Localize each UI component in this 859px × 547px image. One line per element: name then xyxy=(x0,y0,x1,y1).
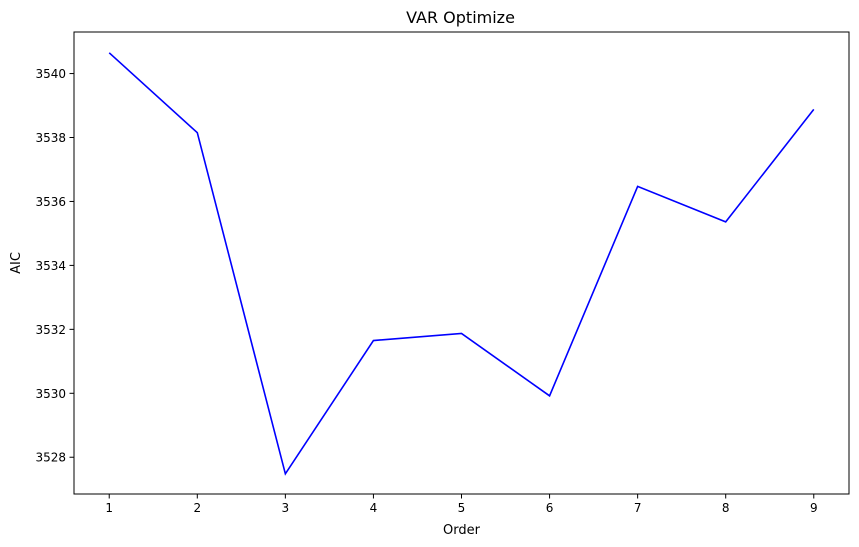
y-tick-label: 3540 xyxy=(35,67,66,81)
x-tick-label: 6 xyxy=(546,501,554,515)
y-tick-label: 3536 xyxy=(35,195,66,209)
plot-area: 1 2 3 4 5 6 7 8 9 3528 3530 3532 3534 3536 3538 3540 xyxy=(35,31,850,515)
y-tick-label: 3530 xyxy=(35,387,66,401)
y-tick-label: 3532 xyxy=(35,323,66,337)
y-axis: 3528 3530 3532 3534 3536 3538 3540 xyxy=(35,67,74,465)
x-tick-label: 9 xyxy=(810,501,818,515)
chart-title: VAR Optimize xyxy=(406,8,515,27)
x-tick-label: 5 xyxy=(458,501,466,515)
plot-frame xyxy=(73,31,850,495)
x-tick-label: 3 xyxy=(282,501,290,515)
y-tick-label: 3534 xyxy=(35,259,66,273)
y-axis-label: AIC xyxy=(9,252,24,274)
x-tick-label: 4 xyxy=(370,501,378,515)
x-tick-label: 7 xyxy=(634,501,642,515)
x-tick-label: 8 xyxy=(722,501,730,515)
x-axis: 1 2 3 4 5 6 7 8 9 xyxy=(105,494,818,515)
y-tick-label: 3528 xyxy=(35,451,66,465)
y-tick-label: 3538 xyxy=(35,131,66,145)
series-line xyxy=(108,52,815,476)
x-tick-label: 2 xyxy=(193,501,201,515)
x-tick-label: 1 xyxy=(105,501,113,515)
x-axis-label: Order xyxy=(443,523,481,538)
